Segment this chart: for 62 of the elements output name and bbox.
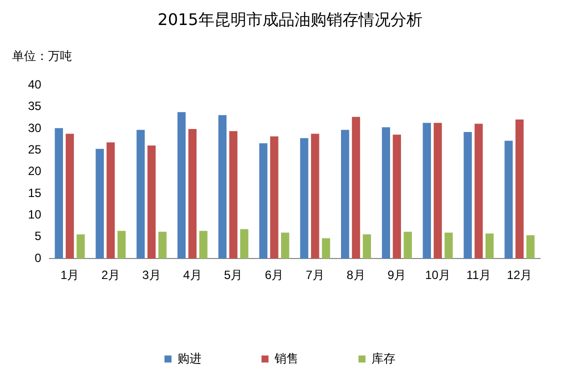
bar <box>66 134 74 259</box>
y-tick-label: 0 <box>34 250 42 265</box>
bar <box>422 122 431 259</box>
bar <box>281 232 290 259</box>
y-axis-title: 单位：万吨 <box>12 48 72 65</box>
x-tick-label: 6月 <box>264 268 284 282</box>
bar <box>392 134 401 259</box>
bar <box>485 233 494 259</box>
bar <box>504 140 513 259</box>
y-tick-label: 15 <box>28 186 42 200</box>
x-tick-label: 8月 <box>346 268 366 282</box>
y-tick-label: 35 <box>28 99 42 114</box>
bar <box>199 230 208 259</box>
bar <box>259 143 268 259</box>
bar <box>229 131 238 259</box>
legend-label: 购进 <box>178 351 202 366</box>
x-tick-label: 4月 <box>183 268 202 282</box>
bar <box>240 229 248 259</box>
x-tick-label: 10月 <box>425 268 450 282</box>
bar <box>341 130 350 259</box>
x-tick-label: 5月 <box>224 268 243 282</box>
bar <box>96 148 104 259</box>
bar <box>526 235 535 259</box>
bar <box>117 230 126 259</box>
bar <box>270 136 278 259</box>
bar <box>54 128 63 259</box>
bar <box>464 132 472 259</box>
bar <box>177 112 186 259</box>
y-tick-label: 5 <box>34 229 42 244</box>
bar <box>382 127 390 259</box>
x-tick-label: 1月 <box>60 268 80 282</box>
bar <box>158 232 167 259</box>
x-tick-label: 2月 <box>101 268 120 282</box>
x-tick-label: 11月 <box>466 268 491 282</box>
bar <box>147 145 156 259</box>
bar <box>352 116 360 259</box>
bar <box>311 134 320 259</box>
x-tick-label: 12月 <box>506 268 532 282</box>
bar <box>474 124 483 259</box>
bar <box>434 122 442 259</box>
bar <box>404 232 412 259</box>
legend-label: 销售 <box>274 351 298 366</box>
chart-title: 2015年昆明市成品油购销存情况分析 <box>156 10 424 31</box>
y-tick-label: 30 <box>28 120 42 135</box>
bar <box>362 234 371 259</box>
x-tick-label: 7月 <box>306 268 324 282</box>
bar <box>188 128 197 259</box>
bar <box>76 234 85 259</box>
bar <box>444 232 453 259</box>
bar <box>218 115 227 259</box>
bar <box>106 142 115 259</box>
y-tick-label: 25 <box>28 142 42 157</box>
legend-label: 库存 <box>372 351 396 366</box>
bar <box>136 130 145 259</box>
x-tick-label: 9月 <box>388 268 406 282</box>
y-tick-label: 20 <box>28 164 42 178</box>
bar <box>322 238 330 259</box>
bar <box>300 138 308 259</box>
y-tick-label: 10 <box>28 208 42 222</box>
x-tick-label: 3月 <box>142 268 161 282</box>
y-tick-label: 40 <box>28 78 42 92</box>
bar <box>515 119 524 259</box>
